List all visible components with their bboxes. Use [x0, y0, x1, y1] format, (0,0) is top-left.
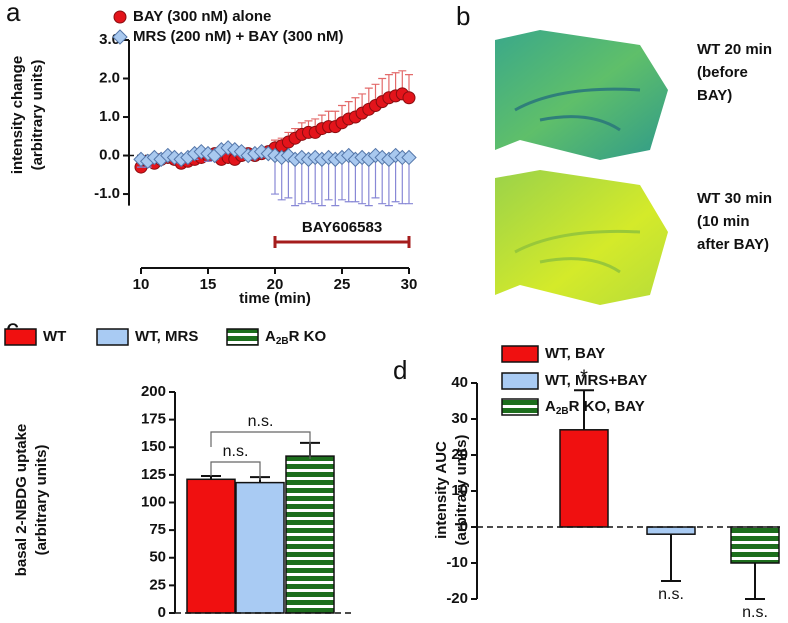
y-tick-label: 200 [141, 383, 166, 400]
y-tick-label: 75 [149, 521, 166, 538]
y-tick-label: 50 [149, 549, 166, 566]
brain-slice-image [495, 30, 668, 160]
significance-bracket [210, 461, 261, 480]
bar-label: * [580, 366, 588, 388]
y-tick-label: 125 [141, 466, 166, 483]
panel-label: a [6, 0, 21, 27]
panel-label: b [456, 1, 470, 31]
legend-label: BAY (300 nM) alone [133, 8, 271, 25]
y-tick-label: 1.0 [99, 108, 120, 125]
bar-label: n.s. [658, 586, 684, 603]
data-point [233, 143, 250, 160]
y-tick-label: 10 [451, 482, 468, 499]
y-tick-label: -20 [446, 590, 468, 607]
y-tick-label: -1.0 [94, 185, 120, 202]
bar [285, 455, 335, 614]
y-tick-label: 0.0 [99, 147, 120, 164]
legend-label-part: A [265, 328, 276, 345]
y-axis-label: (arbitrary units) [453, 435, 470, 546]
data-point [401, 149, 417, 166]
y-axis-label: (arbitrary units) [33, 445, 50, 556]
image-caption: (10 min [697, 213, 750, 230]
legend-label: MRS (200 nM) + BAY (300 nM) [133, 28, 343, 45]
significance-label: n.s. [223, 443, 249, 460]
legend-marker [113, 10, 127, 24]
image-caption: (before [697, 64, 748, 81]
y-tick-label: 20 [451, 446, 468, 463]
legend-swatch [501, 398, 539, 416]
y-tick-label: 0 [460, 518, 468, 535]
x-axis-label: time (min) [239, 290, 311, 307]
legend-label-part: 2B [276, 336, 289, 347]
legend-marker [112, 29, 128, 45]
x-tick-label: 30 [401, 276, 418, 293]
legend-label-part: R KO, BAY [569, 398, 645, 415]
legend-label: WT, BAY [545, 345, 605, 362]
legend-swatch [501, 372, 539, 390]
panel-label: d [393, 355, 407, 385]
legend-label: WT [43, 328, 66, 345]
significance-bracket [210, 431, 311, 459]
significance-label: n.s. [248, 413, 274, 430]
x-tick-label: 25 [334, 276, 351, 293]
y-tick-label: 40 [451, 374, 468, 391]
legend-swatch [4, 328, 37, 346]
x-tick-label: 20 [267, 276, 284, 293]
legend-label: WT, MRS [135, 328, 198, 345]
image-caption: BAY) [697, 87, 732, 104]
legend-swatch [501, 345, 539, 363]
image-caption: WT 20 min [697, 41, 772, 58]
annotation-text: BAY606583 [302, 219, 382, 236]
bar-label: n.s. [742, 604, 768, 621]
image-caption: after BAY) [697, 236, 769, 253]
legend-label-part: 2B [556, 406, 569, 417]
y-tick-label: -10 [446, 554, 468, 571]
y-axis-label: (arbitrary units) [29, 60, 46, 171]
bar [559, 429, 609, 528]
legend-label-part: R KO [289, 328, 327, 345]
y-tick-label: 30 [451, 410, 468, 427]
x-tick-label: 10 [133, 276, 150, 293]
error-bar [745, 563, 765, 600]
y-axis-label: basal 2-NBDG uptake [13, 424, 30, 577]
legend-label: WT, MRS+BAY [545, 372, 647, 389]
data-point [340, 147, 357, 164]
error-bar [574, 389, 594, 430]
y-axis-label: intensity change [9, 56, 26, 174]
x-tick-label: 15 [200, 276, 217, 293]
legend-label-part: A [545, 398, 556, 415]
bar [730, 526, 780, 564]
bar [646, 526, 696, 535]
bar [235, 481, 285, 614]
y-axis-label: intensity AUC [433, 441, 450, 539]
y-tick-label: 2.0 [99, 69, 120, 86]
bar [186, 478, 236, 614]
legend-swatch [226, 328, 259, 346]
legend-swatch [96, 328, 129, 346]
image-caption: WT 30 min [697, 190, 772, 207]
legend-label: A2BR KO [265, 328, 326, 347]
y-tick-label: 150 [141, 438, 166, 455]
data-point [402, 91, 416, 105]
error-bar [661, 534, 681, 582]
data-point [280, 147, 297, 164]
legend-label: A2BR KO, BAY [545, 398, 645, 417]
y-tick-label: 175 [141, 411, 166, 428]
brain-slice-image [495, 170, 668, 305]
y-tick-label: 100 [141, 493, 166, 510]
y-tick-label: 0 [158, 604, 166, 621]
y-tick-label: 25 [149, 576, 166, 593]
